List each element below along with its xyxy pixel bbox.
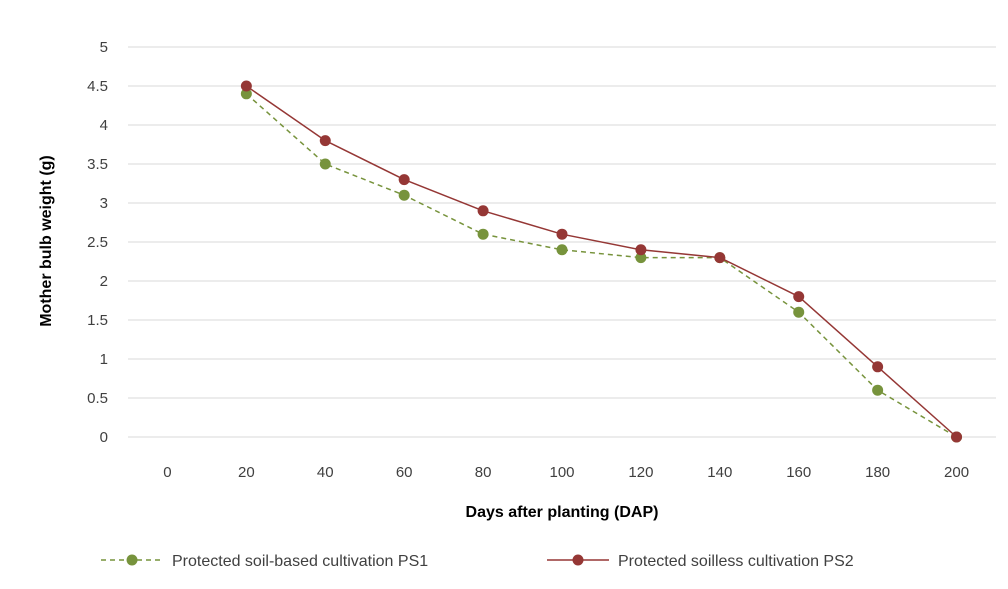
grid-lines (128, 46, 996, 438)
data-point (556, 244, 568, 256)
x-tick-label: 140 (707, 464, 732, 481)
x-tick-label: 120 (628, 464, 653, 481)
y-tick-label: 1 (100, 351, 108, 368)
legend-marker-ps2 (572, 554, 584, 566)
legend-entry-ps1: Protected soil-based cultivation PS1 (101, 553, 428, 570)
x-tick-label: 0 (163, 464, 171, 481)
y-tick-label: 2 (100, 273, 108, 290)
data-point (398, 174, 410, 186)
data-point (793, 291, 805, 303)
data-point (240, 88, 252, 100)
x-tick-label: 200 (944, 464, 969, 481)
x-tick-label: 80 (475, 464, 492, 481)
data-point (872, 361, 884, 373)
y-tick-label: 2.5 (87, 234, 108, 251)
data-point (714, 252, 726, 264)
data-point (240, 80, 252, 92)
data-point (556, 228, 568, 240)
y-tick-label: 4 (100, 117, 108, 134)
y-tick-label: 4.5 (87, 78, 108, 95)
data-point (872, 384, 884, 396)
x-tick-label: 20 (238, 464, 255, 481)
data-point (477, 205, 489, 217)
y-tick-label: 0.5 (87, 390, 108, 407)
y-tick-label: 0 (100, 429, 108, 446)
series-line-1 (245, 93, 957, 438)
x-tick-label: 40 (317, 464, 334, 481)
data-point (398, 189, 410, 201)
y-tick-label: 1.5 (87, 312, 108, 329)
series-line-2 (245, 85, 958, 438)
x-axis-title: Days after planting (DAP) (466, 504, 659, 521)
data-point (635, 252, 647, 264)
legend-label-ps2: Protected soilless cultivation PS2 (618, 553, 854, 570)
data-point (793, 306, 805, 318)
legend-label-ps1: Protected soil-based cultivation PS1 (172, 553, 428, 570)
x-tick-label: 60 (396, 464, 413, 481)
data-point (319, 158, 331, 170)
y-tick-labels: 0 0.5 1 1.5 2 2.5 3 3.5 4 4.5 5 (87, 39, 108, 446)
x-tick-label: 160 (786, 464, 811, 481)
y-tick-label: 3.5 (87, 156, 108, 173)
legend-marker-ps1 (126, 554, 138, 566)
series-group (240, 80, 963, 443)
data-point (951, 431, 963, 443)
x-tick-label: 180 (865, 464, 890, 481)
legend-entry-ps2: Protected soilless cultivation PS2 (547, 553, 854, 570)
x-tick-label: 100 (549, 464, 574, 481)
legend: Protected soil-based cultivation PS1 Pro… (101, 553, 854, 570)
data-point (477, 228, 489, 240)
y-tick-label: 5 (100, 39, 108, 56)
data-point (635, 244, 647, 256)
data-point (319, 135, 331, 147)
y-tick-label: 3 (100, 195, 108, 212)
x-tick-labels: 0 20 40 60 80 100 120 140 160 180 200 (163, 464, 969, 481)
y-axis-title: Mother bulb weight (g) (38, 155, 55, 327)
